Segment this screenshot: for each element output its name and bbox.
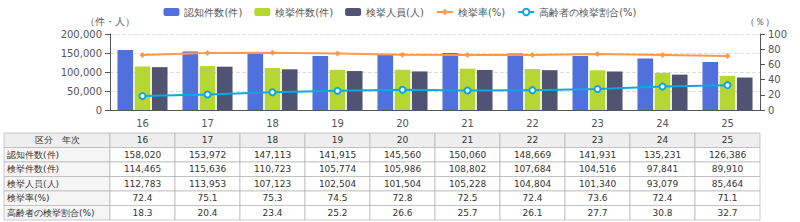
svg-text:113,953: 113,953	[189, 179, 226, 189]
svg-text:22: 22	[526, 118, 539, 129]
svg-text:17: 17	[202, 135, 213, 145]
svg-text:101,340: 101,340	[579, 179, 616, 189]
svg-text:105,774: 105,774	[319, 164, 356, 174]
svg-text:108,802: 108,802	[449, 164, 486, 174]
svg-text:147,113: 147,113	[254, 150, 291, 160]
svg-text:検挙件数(件): 検挙件数(件)	[7, 164, 59, 174]
svg-text:（％）: （％）	[745, 16, 775, 27]
svg-text:100: 100	[768, 29, 787, 40]
svg-text:16: 16	[137, 135, 149, 145]
svg-text:75.3: 75.3	[262, 193, 282, 203]
svg-text:110,723: 110,723	[254, 164, 291, 174]
svg-text:102,504: 102,504	[319, 179, 356, 189]
svg-text:18: 18	[266, 118, 279, 129]
svg-text:検挙率(%): 検挙率(%)	[7, 193, 50, 203]
svg-text:18: 18	[267, 135, 279, 145]
svg-text:25.7: 25.7	[457, 208, 477, 218]
svg-text:17: 17	[201, 118, 214, 129]
svg-text:107,684: 107,684	[514, 164, 551, 174]
svg-text:20: 20	[397, 135, 409, 145]
svg-text:141,931: 141,931	[579, 150, 616, 160]
svg-text:高齢者の検挙割合(%): 高齢者の検挙割合(%)	[7, 208, 95, 218]
svg-text:148,669: 148,669	[514, 150, 551, 160]
svg-text:認知件数(件): 認知件数(件)	[7, 150, 59, 160]
svg-text:（件・人）: （件・人）	[85, 16, 135, 27]
svg-text:22: 22	[527, 135, 538, 145]
svg-text:20: 20	[768, 89, 781, 100]
svg-text:89,910: 89,910	[712, 164, 744, 174]
svg-text:150,000: 150,000	[61, 48, 102, 59]
svg-text:23.4: 23.4	[262, 208, 282, 218]
svg-text:100,000: 100,000	[61, 67, 102, 78]
svg-text:80: 80	[768, 44, 781, 55]
svg-text:126,386: 126,386	[709, 150, 746, 160]
svg-text:40: 40	[768, 74, 781, 85]
svg-text:97,841: 97,841	[647, 164, 679, 174]
svg-text:200,000: 200,000	[61, 29, 102, 40]
svg-text:検挙率(%): 検挙率(%)	[458, 7, 505, 18]
svg-text:115,636: 115,636	[189, 164, 226, 174]
svg-text:25: 25	[722, 135, 733, 145]
svg-text:27.7: 27.7	[587, 208, 607, 218]
svg-text:24: 24	[656, 118, 669, 129]
svg-text:19: 19	[331, 118, 344, 129]
svg-text:検挙人員(人): 検挙人員(人)	[366, 7, 424, 18]
svg-text:105,986: 105,986	[384, 164, 421, 174]
svg-text:区分 年次: 区分 年次	[35, 135, 80, 145]
svg-text:21: 21	[462, 135, 473, 145]
svg-text:24: 24	[657, 135, 669, 145]
svg-text:150,060: 150,060	[449, 150, 486, 160]
svg-text:50,000: 50,000	[67, 86, 102, 97]
svg-text:72.4: 72.4	[132, 193, 152, 203]
svg-text:32.7: 32.7	[717, 208, 737, 218]
svg-text:72.5: 72.5	[457, 193, 477, 203]
svg-text:21: 21	[461, 118, 474, 129]
svg-text:112,783: 112,783	[124, 179, 161, 189]
svg-text:107,123: 107,123	[254, 179, 291, 189]
svg-text:104,804: 104,804	[514, 179, 551, 189]
svg-text:23: 23	[591, 118, 604, 129]
svg-text:0: 0	[96, 105, 102, 116]
svg-text:74.5: 74.5	[327, 193, 347, 203]
svg-text:18.3: 18.3	[132, 208, 152, 218]
svg-text:105,228: 105,228	[449, 179, 486, 189]
svg-text:検挙件数(件): 検挙件数(件)	[275, 7, 333, 18]
svg-text:72.4: 72.4	[522, 193, 542, 203]
svg-text:16: 16	[136, 118, 149, 129]
svg-text:高齢者の検挙割合(%): 高齢者の検挙割合(%)	[539, 7, 636, 18]
svg-text:104,516: 104,516	[579, 164, 616, 174]
svg-text:93,079: 93,079	[647, 179, 679, 189]
svg-text:135,231: 135,231	[644, 150, 681, 160]
svg-text:101,504: 101,504	[384, 179, 421, 189]
svg-text:25.2: 25.2	[327, 208, 347, 218]
svg-text:72.4: 72.4	[652, 193, 672, 203]
svg-text:26.6: 26.6	[392, 208, 412, 218]
svg-text:検挙人員(人): 検挙人員(人)	[7, 179, 59, 189]
svg-text:73.6: 73.6	[587, 193, 607, 203]
svg-text:85,464: 85,464	[712, 179, 744, 189]
svg-text:19: 19	[332, 135, 344, 145]
svg-text:71.1: 71.1	[717, 193, 737, 203]
svg-text:25: 25	[721, 118, 734, 129]
svg-text:23: 23	[592, 135, 603, 145]
svg-text:60: 60	[768, 59, 781, 70]
svg-text:153,972: 153,972	[189, 150, 226, 160]
svg-text:20.4: 20.4	[197, 208, 217, 218]
svg-text:72.8: 72.8	[392, 193, 412, 203]
svg-text:114,465: 114,465	[124, 164, 161, 174]
svg-text:20: 20	[396, 118, 409, 129]
svg-text:30.8: 30.8	[652, 208, 672, 218]
svg-text:145,560: 145,560	[384, 150, 421, 160]
svg-text:141,915: 141,915	[319, 150, 356, 160]
svg-text:26.1: 26.1	[522, 208, 542, 218]
svg-text:0: 0	[768, 105, 774, 116]
svg-text:158,020: 158,020	[124, 150, 161, 160]
svg-text:認知件数(件): 認知件数(件)	[184, 7, 242, 18]
svg-text:75.1: 75.1	[197, 193, 217, 203]
